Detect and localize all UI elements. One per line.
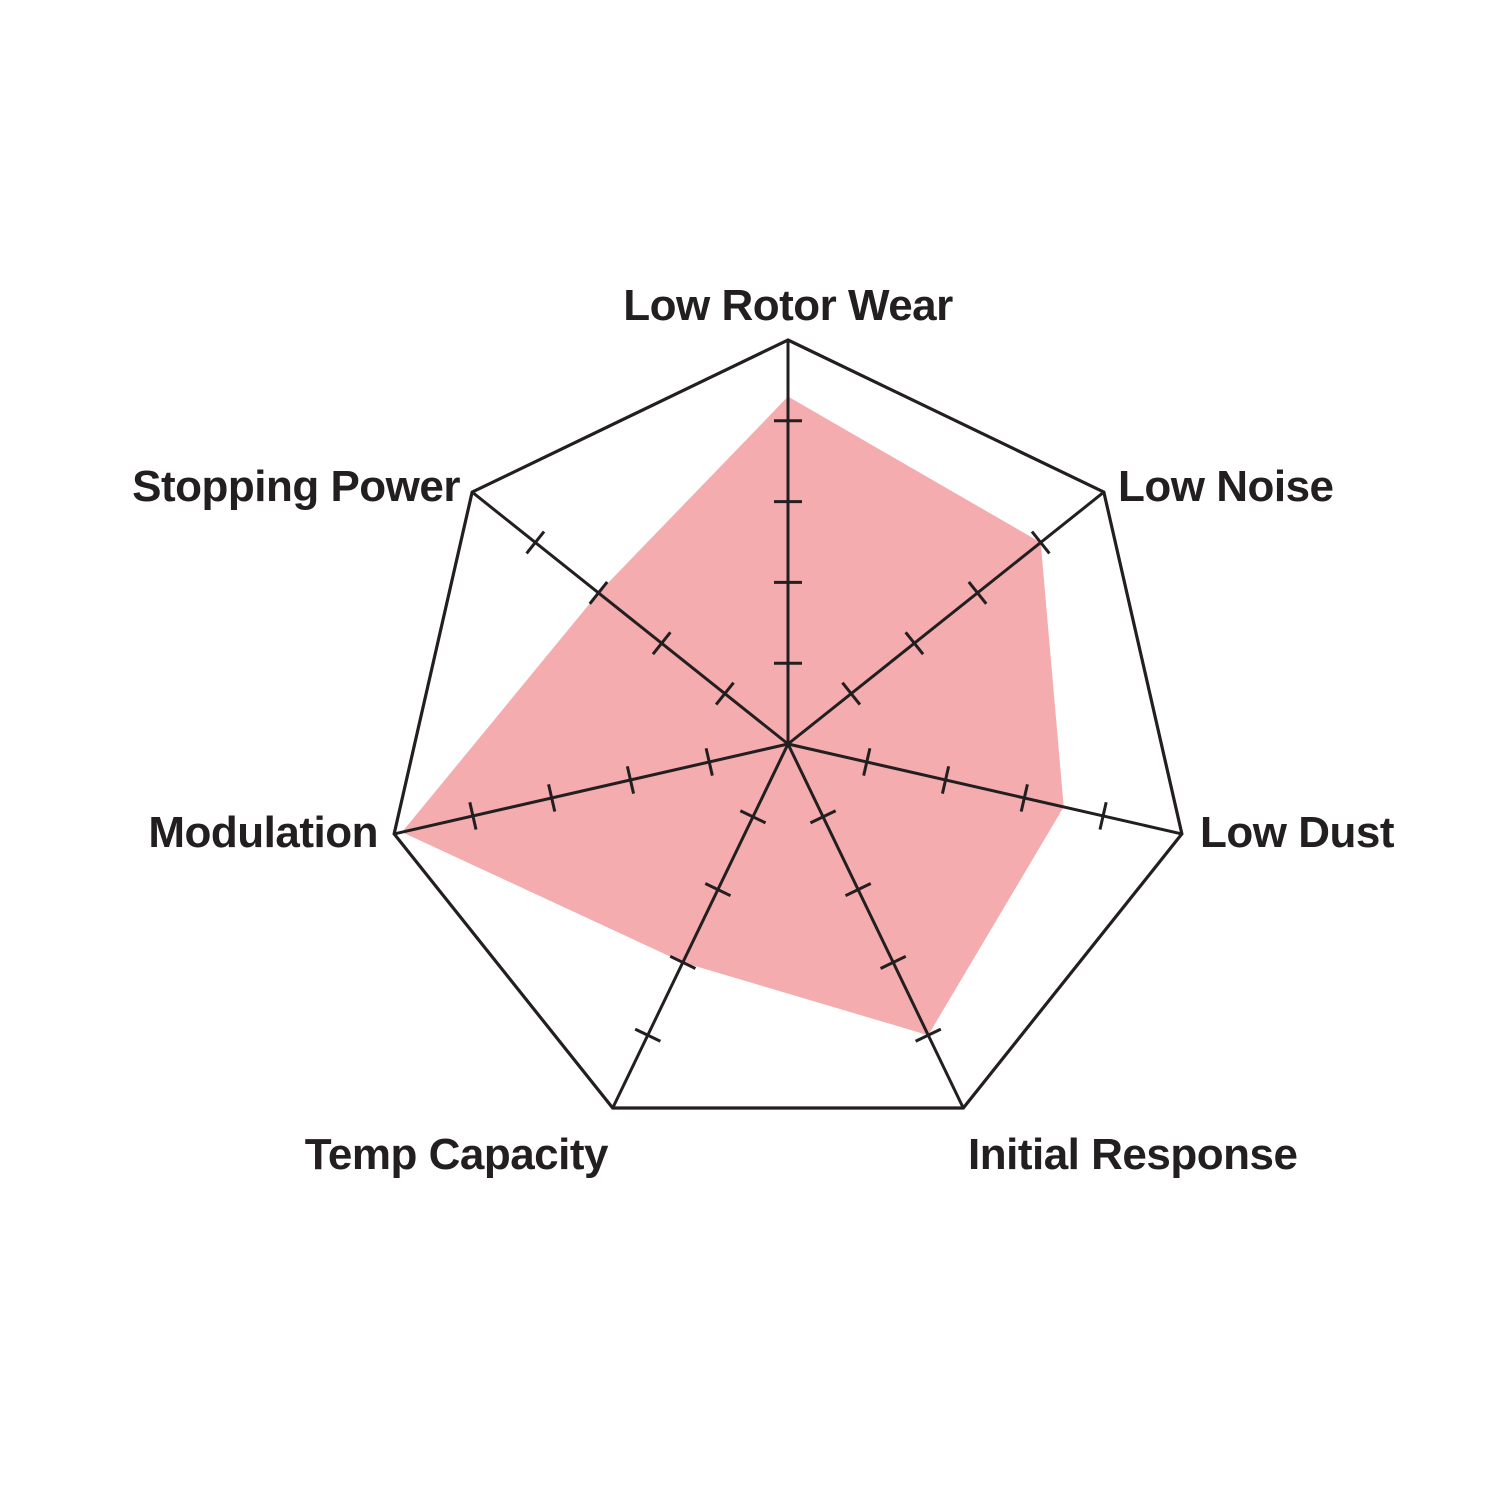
axis-label-stopping-power: Stopping Power (132, 462, 460, 511)
axis-tick (879, 954, 907, 970)
axis-tick (651, 631, 672, 656)
axis-tick (634, 1027, 662, 1043)
axis-label-temp-capacity: Temp Capacity (304, 1130, 609, 1179)
axis-tick (904, 631, 925, 656)
axis-spoke (471, 490, 789, 746)
axis-tick (841, 681, 862, 706)
axis-spoke (786, 743, 965, 1109)
axis-tick (862, 747, 872, 776)
axis-tick (468, 801, 478, 830)
axis-tick (914, 1027, 942, 1043)
axis-ticks-group (468, 419, 1108, 1043)
axis-label-low-dust: Low Dust (1200, 808, 1394, 857)
axis-label-modulation: Modulation (148, 808, 378, 857)
axis-tick (1030, 530, 1051, 555)
axis-spoke (393, 742, 789, 836)
axis-tick (714, 681, 735, 706)
axis-tick (547, 783, 557, 812)
axis-tick (1019, 783, 1029, 812)
axis-tick (844, 882, 872, 898)
axis-spoke (787, 490, 1105, 746)
axis-tick (967, 580, 988, 605)
axis-tick (588, 580, 609, 605)
axis-tick (704, 882, 732, 898)
outer-polygon-group (392, 338, 1184, 1110)
axis-tick (940, 765, 951, 794)
data-polygon-group (402, 396, 1064, 1036)
axis-tick (809, 809, 837, 825)
axis-tick (704, 747, 714, 776)
axis-tick (669, 954, 697, 970)
axis-tick (1098, 801, 1108, 830)
axis-tick (625, 765, 636, 794)
outer-heptagon-outline (392, 338, 1184, 1110)
axis-label-low-rotor-wear: Low Rotor Wear (623, 281, 953, 330)
axis-tick (739, 809, 767, 825)
data-series-area (402, 396, 1064, 1036)
axis-spoke (787, 742, 1183, 836)
axis-tick (525, 530, 546, 555)
axis-spoke (611, 743, 790, 1109)
axis-label-low-noise: Low Noise (1118, 462, 1334, 511)
axis-spokes-group (393, 340, 1183, 1109)
axis-label-initial-response: Initial Response (968, 1130, 1298, 1179)
